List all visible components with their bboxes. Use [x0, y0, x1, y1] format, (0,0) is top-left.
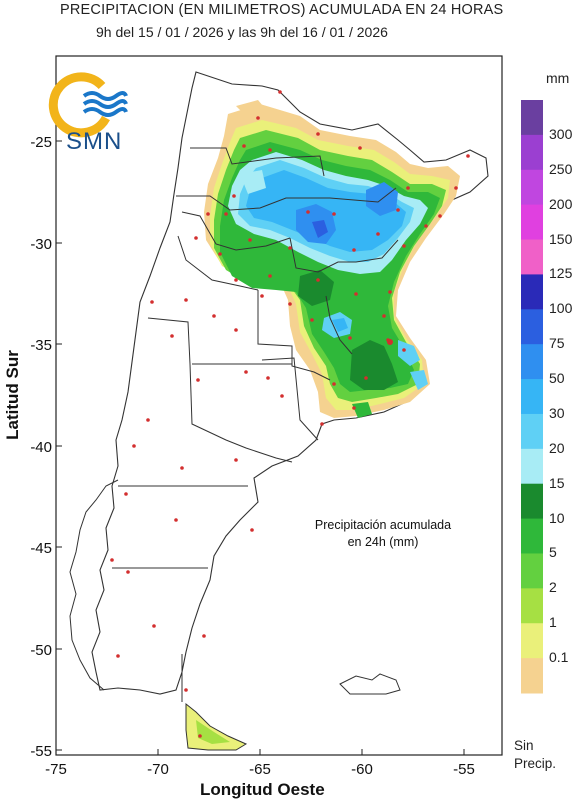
xtick: -70	[147, 761, 169, 778]
x-axis-label: Longitud Oeste	[200, 780, 325, 799]
no-precip-line1: Sin	[514, 738, 534, 753]
legend-label: 300	[549, 125, 573, 142]
legend-swatch	[521, 204, 543, 241]
legend-label: 75	[549, 335, 565, 352]
annotation-line2: en 24h (mm)	[347, 535, 419, 549]
weather-stations	[110, 90, 470, 738]
xtick: -75	[45, 761, 67, 778]
legend-swatch	[521, 553, 543, 589]
legend-label: 50	[549, 370, 565, 387]
smn-logo-text: SMN	[66, 128, 123, 155]
legend-label: 200	[549, 195, 573, 212]
ytick: -40	[30, 439, 52, 456]
ytick: -30	[30, 236, 52, 253]
ytick: -35	[30, 337, 52, 354]
legend-swatch	[521, 658, 543, 694]
legend-label: 250	[549, 160, 573, 177]
no-precip-label: Sin Precip.	[514, 737, 556, 773]
legend-swatch	[521, 483, 543, 520]
legend-label: 30	[549, 404, 565, 421]
legend-swatch	[521, 100, 543, 136]
legend-label: 15	[549, 474, 565, 491]
y-axis-label: Latitud Sur	[2, 350, 22, 440]
xtick: -60	[351, 761, 373, 778]
ytick: -45	[30, 540, 52, 557]
xtick: -65	[249, 761, 271, 778]
legend-swatch	[521, 379, 543, 415]
map-title: PRECIPITACION (EN MILIMETROS) ACUMULADA …	[60, 2, 504, 18]
annotation-line1: Precipitación acumulada	[314, 518, 452, 532]
smn-logo-icon	[48, 72, 128, 138]
malvinas-islands	[339, 673, 401, 695]
legend-swatch	[521, 274, 543, 310]
map-subtitle: 9h del 15 / 01 / 2026 y las 9h del 16 / …	[96, 24, 388, 40]
map-annotation: Precipitación acumulada en 24h (mm)	[298, 517, 468, 551]
legend-label: 125	[549, 265, 573, 282]
legend-unit: mm	[546, 70, 570, 86]
legend-swatch	[521, 588, 543, 624]
legend-swatch	[521, 309, 543, 345]
legend-label: 100	[549, 300, 573, 317]
legend-swatch	[521, 239, 543, 275]
ytick: -50	[30, 642, 52, 659]
legend-swatch	[521, 169, 543, 206]
legend-swatch	[521, 623, 543, 659]
ytick: -25	[30, 134, 52, 151]
legend-colorbar	[521, 100, 543, 694]
legend-swatch	[521, 448, 543, 485]
y-axis-ticks: -25 -30 -35 -40 -45 -50 -55	[30, 134, 52, 760]
legend-swatch	[521, 413, 543, 450]
no-precip-line2: Precip.	[514, 756, 557, 771]
legend-swatch	[521, 344, 543, 380]
legend-label: 2	[549, 579, 557, 596]
legend-label: 10	[549, 509, 565, 526]
legend-swatch	[521, 518, 543, 554]
legend-swatch	[521, 134, 543, 171]
legend-label: 150	[549, 230, 573, 247]
province-boundaries	[112, 147, 399, 702]
legend-label: 5	[549, 544, 557, 561]
legend-label: 20	[549, 439, 565, 456]
legend-label: 0.1	[549, 649, 569, 666]
x-axis-ticks: -75 -70 -65 -60 -55	[45, 761, 475, 778]
ytick: -55	[30, 743, 52, 760]
legend-label: 1	[549, 614, 557, 631]
xtick: -55	[453, 761, 475, 778]
